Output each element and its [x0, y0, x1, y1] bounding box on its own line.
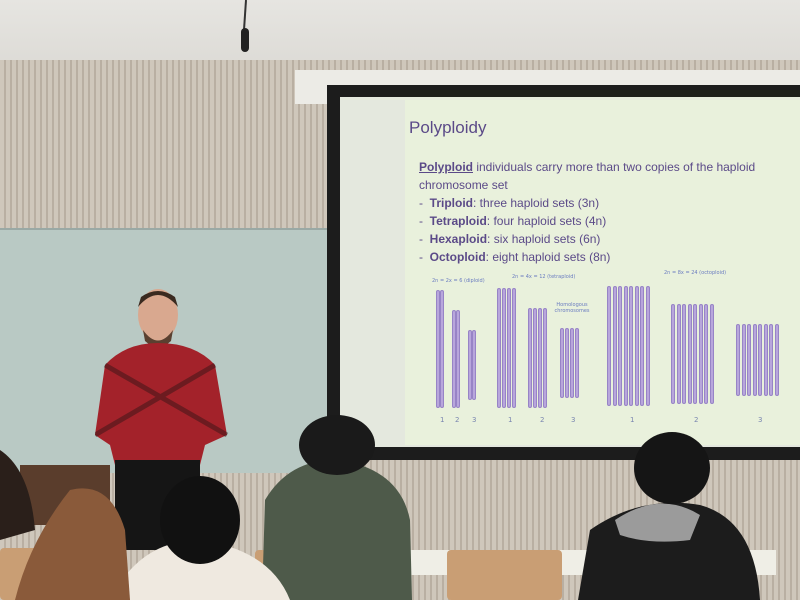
- chromosome: [497, 288, 501, 408]
- chromosome: [752, 324, 757, 396]
- group-label: 2n = 4x = 12 (tetraploid): [512, 274, 576, 280]
- homologous-annotation: Homologous chromosomes: [554, 302, 590, 314]
- chromosome: [538, 308, 542, 408]
- group-label: 2n = 8x = 24 (octoploid): [664, 270, 727, 276]
- chromosome: [533, 308, 537, 408]
- chromosome: [456, 310, 460, 408]
- student-green-jacket: [262, 459, 412, 600]
- chromosome: [693, 304, 697, 404]
- chromosome-number: 3: [472, 416, 477, 424]
- student-white-jacket: [110, 540, 290, 600]
- group-label: 2n = 2x = 6 (diploid): [432, 278, 485, 284]
- students: [0, 415, 760, 600]
- bullet-term: Octoploid: [429, 250, 486, 264]
- chromosome-number: 2: [540, 416, 545, 424]
- chromosome: [704, 304, 708, 404]
- bullet-text: : six haploid sets (6n): [487, 232, 601, 246]
- chromosome: [528, 308, 532, 408]
- chromosome-number: 1: [508, 416, 513, 424]
- student-brown-hair: [15, 488, 130, 600]
- intro-term: Polyploid: [419, 160, 473, 174]
- chromosome: [452, 310, 456, 408]
- chromosome: [769, 324, 773, 396]
- chromosome: [645, 286, 650, 406]
- chromosome: [682, 304, 686, 404]
- chromosome-number: 2: [455, 416, 460, 424]
- hanging-microphone: [241, 0, 249, 52]
- chromosome: [468, 330, 472, 400]
- chromosome: [512, 288, 516, 408]
- chromosome: [671, 304, 675, 404]
- bullet: - Hexaploid: six haploid sets (6n): [419, 232, 601, 246]
- slide-title: Polyploidy: [409, 118, 487, 137]
- chromosome-number: 1: [440, 416, 445, 424]
- chromosome: [570, 328, 574, 398]
- chromosome: [436, 290, 440, 408]
- chromosome: [629, 286, 633, 406]
- chromosome: [763, 324, 768, 396]
- bullet-term: Triploid: [429, 196, 474, 210]
- chromosome: [502, 288, 506, 408]
- chromosome-number: 3: [571, 416, 576, 424]
- projected-slide: Polyploidy Polyploid individuals carry m…: [405, 100, 800, 445]
- chromosome-number: 3: [758, 416, 763, 424]
- bullet-text: : eight haploid sets (8n): [485, 250, 611, 264]
- chromosome: [741, 324, 746, 396]
- chromosome: [565, 328, 569, 398]
- chromosome-number: 1: [630, 416, 635, 424]
- chromosome: [747, 324, 751, 396]
- chair: [447, 550, 562, 600]
- bullet: - Octoploid: eight haploid sets (8n): [419, 250, 611, 264]
- bullet: - Triploid: three haploid sets (3n): [419, 196, 600, 210]
- bullet-text: : four haploid sets (4n): [486, 214, 607, 228]
- chromosome: [507, 288, 511, 408]
- slide-intro: Polyploid individuals carry more than tw…: [419, 158, 800, 194]
- bullet-term: Hexaploid: [429, 232, 488, 246]
- intro-text: individuals carry more than two copies o…: [419, 160, 756, 192]
- chromosome: [709, 304, 714, 404]
- bullet: - Tetraploid: four haploid sets (4n): [419, 214, 607, 228]
- chromosome: [472, 330, 476, 400]
- chromosome: [676, 304, 681, 404]
- chromosome: [607, 286, 611, 406]
- chromosome: [634, 286, 639, 406]
- slide-body: Polyploid individuals carry more than tw…: [409, 158, 800, 266]
- chromosome: [543, 308, 547, 408]
- chromosome: [698, 304, 703, 404]
- chromosome: [687, 304, 692, 404]
- chromosome: [736, 324, 740, 396]
- chromosome: [774, 324, 779, 396]
- bullet-text: : three haploid sets (3n): [473, 196, 600, 210]
- bullet-term: Tetraploid: [429, 214, 487, 228]
- chromosome: [440, 290, 444, 408]
- chromosome: [640, 286, 644, 406]
- chromosome: [623, 286, 628, 406]
- chromosome: [612, 286, 617, 406]
- chromosome: [618, 286, 622, 406]
- chromosome-number: 2: [694, 416, 699, 424]
- chromosome: [560, 328, 564, 398]
- chromosome: [575, 328, 579, 398]
- chromosome-figure: 2n = 2x = 6 (diploid) 2n = 4x = 12 (tetr…: [400, 260, 800, 430]
- chromosome: [758, 324, 762, 396]
